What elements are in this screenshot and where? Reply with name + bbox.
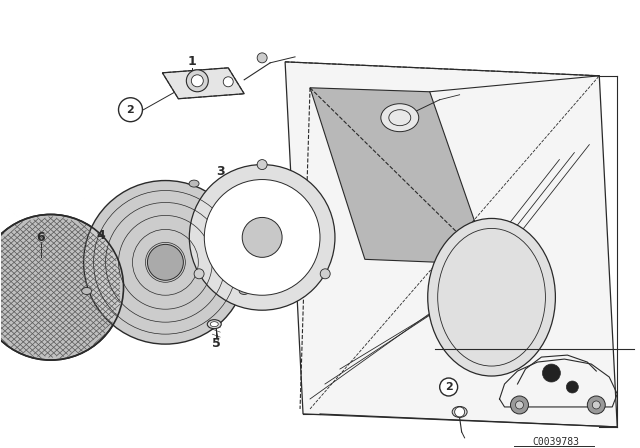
Circle shape bbox=[515, 401, 524, 409]
Polygon shape bbox=[285, 62, 617, 427]
Circle shape bbox=[566, 381, 579, 393]
Ellipse shape bbox=[452, 406, 467, 418]
Circle shape bbox=[118, 98, 143, 122]
Text: 1: 1 bbox=[188, 56, 196, 69]
Ellipse shape bbox=[207, 320, 221, 329]
Circle shape bbox=[257, 159, 267, 169]
Text: 2: 2 bbox=[445, 382, 452, 392]
Polygon shape bbox=[163, 68, 244, 99]
Ellipse shape bbox=[82, 288, 92, 294]
Circle shape bbox=[186, 70, 208, 92]
Ellipse shape bbox=[381, 104, 419, 132]
Circle shape bbox=[223, 77, 233, 87]
Text: 3: 3 bbox=[216, 165, 225, 178]
Circle shape bbox=[543, 364, 561, 382]
Circle shape bbox=[588, 396, 605, 414]
Text: 6: 6 bbox=[36, 231, 45, 244]
Circle shape bbox=[242, 217, 282, 257]
Circle shape bbox=[511, 396, 529, 414]
Circle shape bbox=[454, 407, 465, 417]
Circle shape bbox=[440, 378, 458, 396]
Text: 2: 2 bbox=[127, 105, 134, 115]
Circle shape bbox=[0, 215, 124, 360]
Circle shape bbox=[189, 164, 335, 310]
Ellipse shape bbox=[189, 180, 199, 187]
Text: C0039783: C0039783 bbox=[532, 437, 579, 447]
Circle shape bbox=[147, 244, 183, 280]
Circle shape bbox=[191, 75, 204, 87]
Ellipse shape bbox=[428, 219, 556, 376]
Ellipse shape bbox=[239, 288, 249, 294]
Circle shape bbox=[84, 181, 247, 344]
Text: 4: 4 bbox=[96, 229, 105, 242]
Circle shape bbox=[194, 269, 204, 279]
Circle shape bbox=[592, 401, 600, 409]
Polygon shape bbox=[310, 88, 490, 264]
Ellipse shape bbox=[211, 322, 218, 327]
Circle shape bbox=[320, 269, 330, 279]
Circle shape bbox=[257, 53, 267, 63]
Text: 5: 5 bbox=[212, 336, 221, 349]
Circle shape bbox=[204, 180, 320, 295]
